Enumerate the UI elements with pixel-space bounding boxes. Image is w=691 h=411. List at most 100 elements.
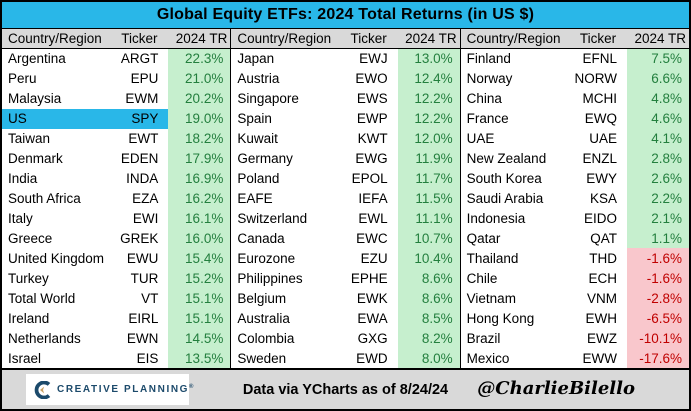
country-cell: Saudi Arabia (466, 191, 544, 207)
return-cell: 21.0% (168, 68, 231, 89)
country-cell: Malaysia (8, 91, 62, 107)
table-row: Belgium EWK 8.6% (231, 288, 460, 309)
ticker-cell: EWJ (359, 51, 388, 67)
table-row: Peru EPU 21.0% (2, 68, 231, 89)
ticker-cell: EDEN (120, 151, 159, 167)
table-row: Japan EWJ 13.0% (231, 49, 460, 69)
country-cell: Thailand (466, 250, 519, 266)
registered-mark: ® (189, 384, 196, 390)
return-cell: 6.6% (626, 68, 689, 89)
table-row: Denmark EDEN 17.9% (2, 148, 231, 169)
ticker-cell: EWG (355, 151, 388, 167)
return-cell: 11.7% (397, 168, 460, 189)
country-cell: UAE (466, 131, 495, 147)
ticker-cell: EZU (360, 250, 388, 266)
country-cell: Brazil (466, 330, 501, 346)
country-cell: Japan (237, 51, 275, 67)
ticker-cell: INDA (126, 171, 159, 187)
table-row: EAFE IEFA 11.5% (231, 188, 460, 209)
country-cell: Taiwan (8, 131, 51, 147)
ticker-cell: EWC (356, 230, 388, 246)
header-row: Country/Region Ticker 2024 TR (460, 29, 689, 49)
ticker-cell: EWO (355, 71, 388, 87)
return-cell: 2.6% (626, 168, 689, 189)
table-row: Netherlands EWN 14.5% (2, 328, 231, 349)
footer-bar: CREATIVE PLANNING® Data via YCharts as o… (2, 368, 689, 409)
country-cell: Spain (237, 111, 272, 127)
country-cell: New Zealand (466, 151, 547, 167)
table-row: UAE UAE 4.1% (461, 128, 689, 149)
return-cell: -1.6% (626, 268, 689, 289)
table-row: Norway NORW 6.6% (461, 68, 689, 89)
table-row: Malaysia EWM 20.2% (2, 88, 231, 109)
header-ticker: Ticker (350, 31, 387, 46)
ticker-cell: KSA (589, 191, 617, 207)
return-cell: 7.5% (626, 49, 689, 69)
return-cell: 18.2% (168, 128, 231, 149)
ticker-cell: EWN (126, 330, 159, 346)
header-row: Country/Region Ticker 2024 TR (2, 29, 231, 49)
table-row: Brazil EWZ -10.1% (461, 328, 689, 349)
table-row: Eurozone EZU 10.4% (231, 248, 460, 269)
ticker-cell: VT (141, 290, 159, 306)
return-cell: 8.5% (397, 308, 460, 329)
return-cell: 14.5% (168, 328, 231, 349)
header-ticker: Ticker (121, 31, 158, 46)
return-cell: 8.6% (397, 288, 460, 309)
ticker-cell: EWD (356, 350, 388, 366)
return-cell: 12.4% (397, 68, 460, 89)
country-cell: India (8, 171, 38, 187)
country-cell: EAFE (237, 191, 273, 207)
ticker-cell: ENZL (582, 151, 617, 167)
country-cell: Austria (237, 71, 280, 87)
country-cell: Colombia (237, 330, 295, 346)
table-row: Indonesia EIDO 2.1% (461, 208, 689, 229)
ticker-cell: EPHE (350, 270, 388, 286)
ticker-cell: MCHI (582, 91, 617, 107)
return-cell: 15.4% (168, 248, 231, 269)
header-country: Country/Region (8, 31, 102, 46)
return-cell: 13.5% (168, 348, 231, 368)
ticker-cell: EWK (356, 290, 388, 306)
table-column-group-2: Country/Region Ticker 2024 TR Japan EWJ … (230, 29, 460, 368)
return-cell: 16.0% (168, 228, 231, 249)
table-row: Austria EWO 12.4% (231, 68, 460, 89)
country-cell: Italy (8, 210, 33, 226)
return-cell: 8.0% (397, 348, 460, 368)
country-cell: Netherlands (8, 330, 81, 346)
table-row: Greece GREK 16.0% (2, 228, 231, 249)
table-row: Total World VT 15.1% (2, 288, 231, 309)
ticker-cell: THD (589, 250, 617, 266)
table-row: France EWQ 4.6% (461, 108, 689, 129)
country-cell: South Korea (466, 171, 542, 187)
table-row: Vietnam VNM -2.8% (461, 288, 689, 309)
country-cell: France (466, 111, 509, 127)
return-cell: 12.0% (397, 128, 460, 149)
header-row: Country/Region Ticker 2024 TR (231, 29, 460, 49)
ticker-cell: EWP (356, 111, 388, 127)
country-cell: Peru (8, 71, 37, 87)
return-cell: 15.2% (168, 268, 231, 289)
ticker-cell: IEFA (358, 191, 388, 207)
table-row: Sweden EWD 8.0% (231, 348, 460, 368)
table-body: Country/Region Ticker 2024 TR Argentina … (2, 29, 689, 368)
table-row: Hong Kong EWH -6.5% (461, 308, 689, 329)
table-row: Germany EWG 11.9% (231, 148, 460, 169)
return-cell: 10.4% (397, 248, 460, 269)
header-2024-tr: 2024 TR (175, 31, 228, 46)
ticker-cell: NORW (574, 71, 617, 87)
return-cell: 8.2% (397, 328, 460, 349)
country-cell: Turkey (8, 270, 49, 286)
country-cell: Finland (466, 51, 511, 67)
return-cell: 22.3% (168, 49, 231, 69)
table-row: Finland EFNL 7.5% (461, 49, 689, 69)
country-cell: Belgium (237, 290, 287, 306)
return-cell: 20.2% (168, 88, 231, 109)
table-column-group-3: Country/Region Ticker 2024 TR Finland EF… (459, 29, 689, 368)
table-row: US SPY 19.0% (2, 108, 231, 129)
ticker-cell: EWY (586, 171, 617, 187)
ticker-cell: QAT (590, 230, 617, 246)
table-row: Saudi Arabia KSA 2.2% (461, 188, 689, 209)
data-source-note: Data via YCharts as of 8/24/24 (242, 381, 449, 398)
country-cell: Qatar (466, 230, 501, 246)
